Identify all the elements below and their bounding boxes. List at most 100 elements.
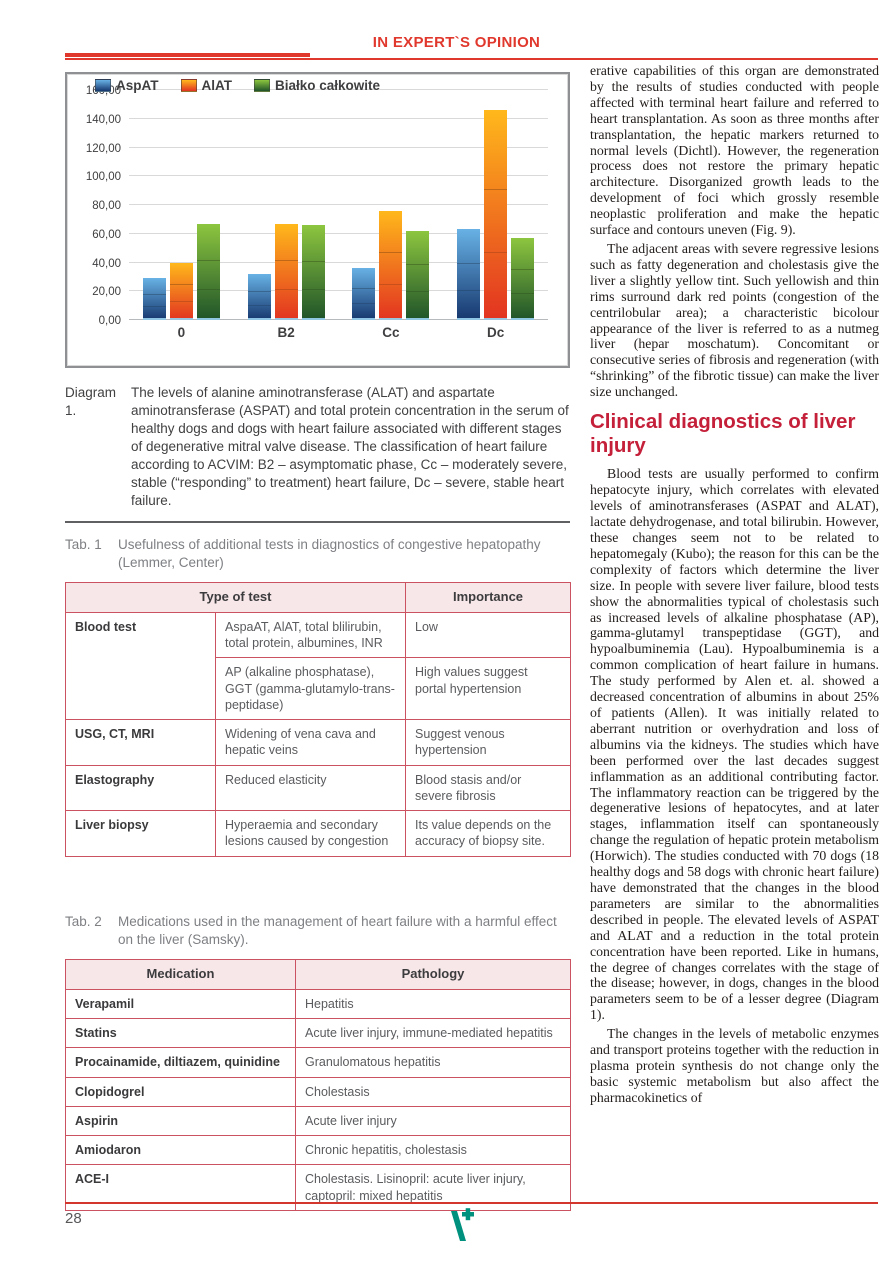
chart-ytick-label: 0,00: [98, 315, 121, 327]
bar-group-Dc: [457, 110, 535, 320]
chart-gridline: [129, 146, 548, 148]
bar-białko-całkowite-B2: [301, 225, 325, 320]
chart-plot: 0,00 20,00 40,00 60,00 80,00 100,00 120,00 140,…: [86, 85, 548, 327]
table-1-cell: AspaAT, AlAT, total blilirubin, total pr…: [215, 611, 406, 659]
chart-gridline: [129, 290, 548, 292]
legend-swatch-icon: [254, 79, 270, 92]
table-1-cell: Blood test: [65, 611, 216, 721]
v-plus-logo-icon: [446, 1207, 474, 1248]
legend-label: AlAT: [201, 78, 233, 93]
table-2-cell: Aspirin: [65, 1105, 296, 1137]
table-1-cell: Liver biopsy: [65, 810, 216, 857]
chart-ytick-label: 140,00: [85, 113, 121, 126]
table-row: Type of test Importance: [65, 581, 571, 613]
header-rule-thin: [65, 58, 878, 60]
chart-ytick-label: 80,00: [92, 200, 121, 212]
bar-group-B2: [247, 223, 325, 321]
article-paragraph: erative capabilities of this organ are d…: [590, 63, 879, 238]
chart-xtick-label: Cc: [382, 325, 400, 340]
bar-białko-całkowite-Cc: [406, 230, 430, 321]
table-1-cell: Widening of vena cava and hepatic veins: [215, 719, 406, 766]
table-1: Type of test Importance Blood test AspaA…: [65, 581, 571, 857]
chart-gridline: [129, 319, 548, 320]
legend-swatch-icon: [95, 79, 111, 92]
page-header-title: IN EXPERT`S OPINION: [372, 34, 541, 51]
chart-gridline: [129, 175, 548, 177]
article-paragraph: The changes in the levels of metabolic e…: [590, 1026, 879, 1105]
chart-ytick-label: 20,00: [92, 286, 121, 299]
chart-gridline: [129, 232, 548, 234]
table-1-cell: AP (alkaline phosphatase), GGT (gamma-gl…: [215, 657, 406, 721]
chart-ytick-label: 60,00: [92, 228, 121, 241]
chart-xlabels: 0 B2 Cc Dc: [129, 325, 548, 340]
table-2-heading: Tab. 2 Medications used in the managemen…: [65, 913, 570, 949]
legend-item-białko-całkowite: Białko całkowite: [254, 78, 380, 93]
article-paragraph: Blood tests are usually performed to con…: [590, 466, 879, 1023]
table-row: Clopidogrel Cholestasis: [65, 1076, 571, 1107]
section-heading: Clinical diagnostics of liver injury: [590, 410, 856, 458]
table-2-cell: Hepatitis: [295, 988, 571, 1020]
chart-gridline: [129, 117, 548, 119]
table-1-cell: Elastography: [65, 764, 216, 812]
table-2-cell: Granulomatous hepatitis: [295, 1047, 571, 1078]
table-1-cell: Reduced elasticity: [215, 764, 406, 812]
bar-białko-całkowite-Dc: [511, 238, 535, 320]
bar-aspat-Cc: [352, 268, 376, 320]
table-1-header-importance: Importance: [405, 581, 571, 613]
table-1-cell: Suggest venous hypertension: [405, 719, 571, 766]
chart-gridline: [129, 204, 548, 205]
table-1-cell: Its value depends on the accuracy of bio…: [405, 810, 571, 857]
table-1-label: Tab. 1: [65, 536, 102, 552]
header-rule-thick: [65, 53, 310, 57]
table-2-cell: Chronic hepatitis, cholestasis: [295, 1135, 571, 1166]
diagram-1-caption-text: The levels of alanine aminotransferase (…: [131, 385, 569, 509]
table-1-header-type-of-test: Type of test: [65, 581, 406, 613]
table-2-header-medication: Medication: [65, 959, 296, 990]
table-row: AP (alkaline phosphatase), GGT (gamma-gl…: [66, 657, 571, 721]
legend-label: Białko całkowite: [275, 78, 381, 93]
chart-legend: AspAT AlAT Białko całkowite: [95, 78, 380, 93]
table-row: Statins Acute liver injury, immune-media…: [65, 1018, 571, 1049]
table-row: Aspirin Acute liver injury: [65, 1105, 571, 1137]
left-column: AspAT AlAT Białko całkowite 0,00 20,00 40,00…: [65, 0, 571, 1211]
table-2-cell: Verapamil: [65, 988, 296, 1020]
table-1-cell: High values suggest portal hypertension: [405, 657, 571, 721]
table-row: Elastography Reduced elasticity Blood st…: [65, 764, 571, 812]
table-1-cell: USG, CT, MRI: [65, 719, 216, 766]
footer-rule: [65, 1202, 878, 1204]
table-row: Amiodaron Chronic hepatitis, cholestasis: [65, 1135, 571, 1166]
legend-label: AspAT: [116, 78, 159, 93]
table-2-cell: Acute liver injury: [295, 1105, 571, 1137]
chart-gridline: [129, 89, 548, 90]
diagram-1-caption: Diagram 1. The levels of alanine aminotr…: [65, 384, 570, 511]
table-row: Procainamide, diltiazem, quinidine Granu…: [65, 1047, 571, 1078]
table-row: USG, CT, MRI Widening of vena cava and h…: [65, 719, 571, 766]
legend-item-aspat: AspAT: [95, 78, 159, 93]
table-1-cell: Hyperaemia and secondary lesions caused …: [215, 810, 406, 857]
chart-xtick-label: Dc: [486, 325, 505, 340]
bar-aspat-B2: [247, 274, 271, 320]
table-row: Verapamil Hepatitis: [65, 988, 571, 1020]
chart-gridline: [129, 261, 548, 263]
table-1-cell: Blood stasis and/or severe fibrosis: [405, 764, 571, 812]
table-2-cell: Acute liver injury, immune-mediated hepa…: [295, 1018, 571, 1049]
bar-alat-Cc: [379, 210, 403, 321]
table-1-title: Usefulness of additional tests in diagno…: [118, 536, 541, 570]
chart-ytick-label: 120,00: [85, 142, 121, 155]
chart-xtick-label: B2: [277, 325, 295, 340]
diagram-1-chart: AspAT AlAT Białko całkowite 0,00 20,00 40,00…: [65, 72, 570, 368]
bar-białko-całkowite-0: [196, 223, 220, 321]
bar-group-0: [142, 223, 220, 321]
chart-bars: [129, 90, 548, 321]
table-row: Blood test AspaAT, AlAT, total blilirubi…: [65, 611, 571, 721]
page-header: IN EXPERT`S OPINION: [65, 34, 878, 60]
table-1-heading: Tab. 1 Usefulness of additional tests in…: [65, 536, 570, 572]
page-number: 28: [65, 1210, 82, 1227]
table-2-header-pathology: Pathology: [295, 959, 571, 990]
chart-ytick-label: 40,00: [92, 257, 121, 270]
table-2-cell: Procainamide, diltiazem, quinidine: [65, 1047, 296, 1078]
table-row: Liver biopsy Hyperaemia and secondary le…: [65, 810, 571, 857]
table-2-cell: Cholestasis: [295, 1076, 571, 1107]
bar-aspat-Dc: [457, 229, 481, 320]
